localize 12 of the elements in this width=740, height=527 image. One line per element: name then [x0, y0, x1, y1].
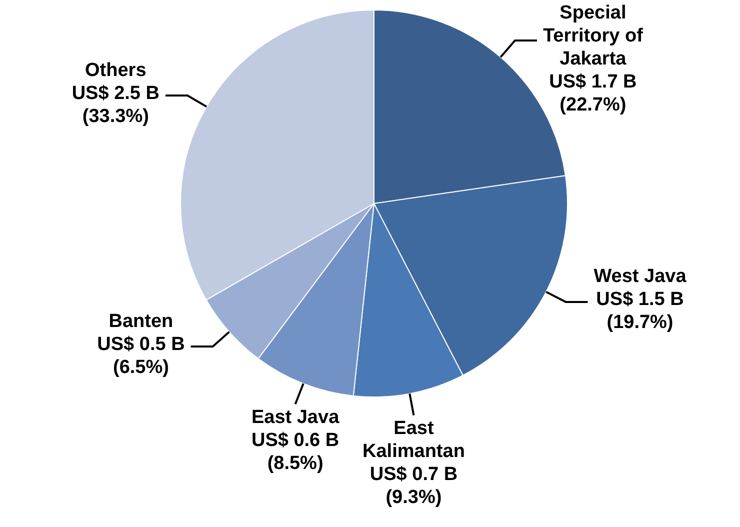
- slice-label: East Java: [251, 406, 340, 428]
- data-label: US$ 1.5 B (19.7%): [596, 289, 684, 334]
- slice-label: Others: [85, 60, 146, 81]
- data-label: US$ 1.7 B (22.7%): [549, 72, 637, 116]
- slice-label: Banten: [108, 310, 174, 332]
- slice-label: East Kalimantan: [362, 418, 465, 462]
- data-label: US$ 0.6 B (8.5%): [251, 430, 340, 474]
- data-label: US$ 0.5 B (6.5%): [97, 334, 185, 378]
- data-label: US$ 2.5 B (33.3%): [72, 82, 160, 127]
- data-label: US$ 0.7 B (9.3%): [370, 464, 458, 508]
- slice-label: West Java: [594, 266, 687, 288]
- slice-label: Special Territory of Jakarta: [542, 2, 644, 70]
